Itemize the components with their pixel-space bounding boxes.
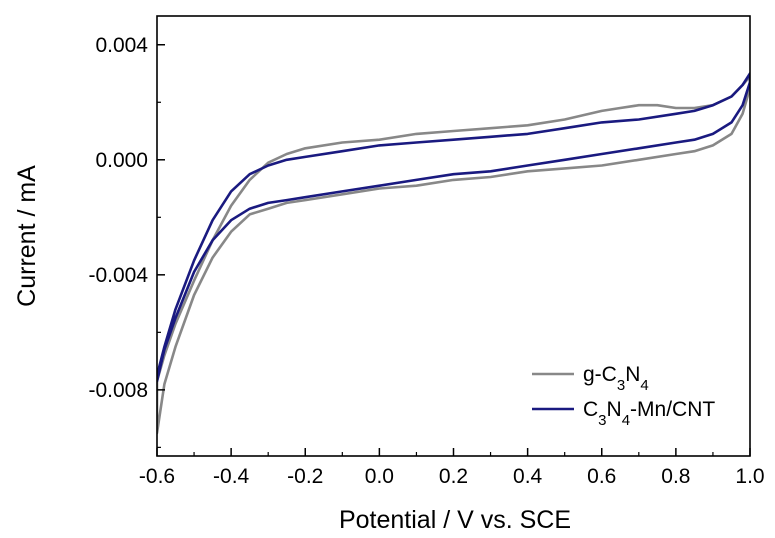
legend-label: g-C3N4 [583, 363, 649, 394]
series-line-2 [157, 72, 750, 383]
series-line-1 [157, 75, 750, 435]
x-tick-label: 0.6 [587, 465, 616, 488]
x-axis-label: Potential / V vs. SCE [339, 506, 571, 534]
plot-frame [156, 15, 751, 457]
y-tick-label: 0.004 [95, 34, 148, 57]
series-layer [157, 72, 750, 435]
legend-label: C3N4-Mn/CNT [583, 398, 715, 429]
y-tick-label: 0.000 [95, 149, 148, 172]
x-tick-label: -0.4 [213, 465, 250, 488]
legend-item-2: C3N4-Mn/CNT [532, 398, 715, 429]
y-tick-label: -0.008 [88, 379, 148, 402]
y-axis-label: Current / mA [13, 165, 41, 307]
legend-item-1: g-C3N4 [532, 363, 649, 394]
x-tick-label: 1.0 [735, 465, 764, 488]
y-tick-label: -0.004 [88, 264, 148, 287]
axes-layer [156, 15, 751, 457]
x-tick-label: -0.6 [139, 465, 175, 488]
labels-layer: Potential / V vs. SCE Current / mA [13, 165, 571, 534]
legend: g-C3N4 C3N4-Mn/CNT [532, 363, 715, 429]
x-tick-label: 0.8 [661, 465, 690, 488]
ticks-layer: -0.6 -0.4 -0.2 0.0 0.2 0.4 0.6 0.8 1.0 -0.008 -0.0… [88, 34, 764, 488]
x-tick-label: 0.4 [513, 465, 543, 488]
x-tick-label: 0.0 [365, 465, 394, 488]
x-tick-label: -0.2 [287, 465, 323, 488]
x-tick-label: 0.2 [439, 465, 468, 488]
